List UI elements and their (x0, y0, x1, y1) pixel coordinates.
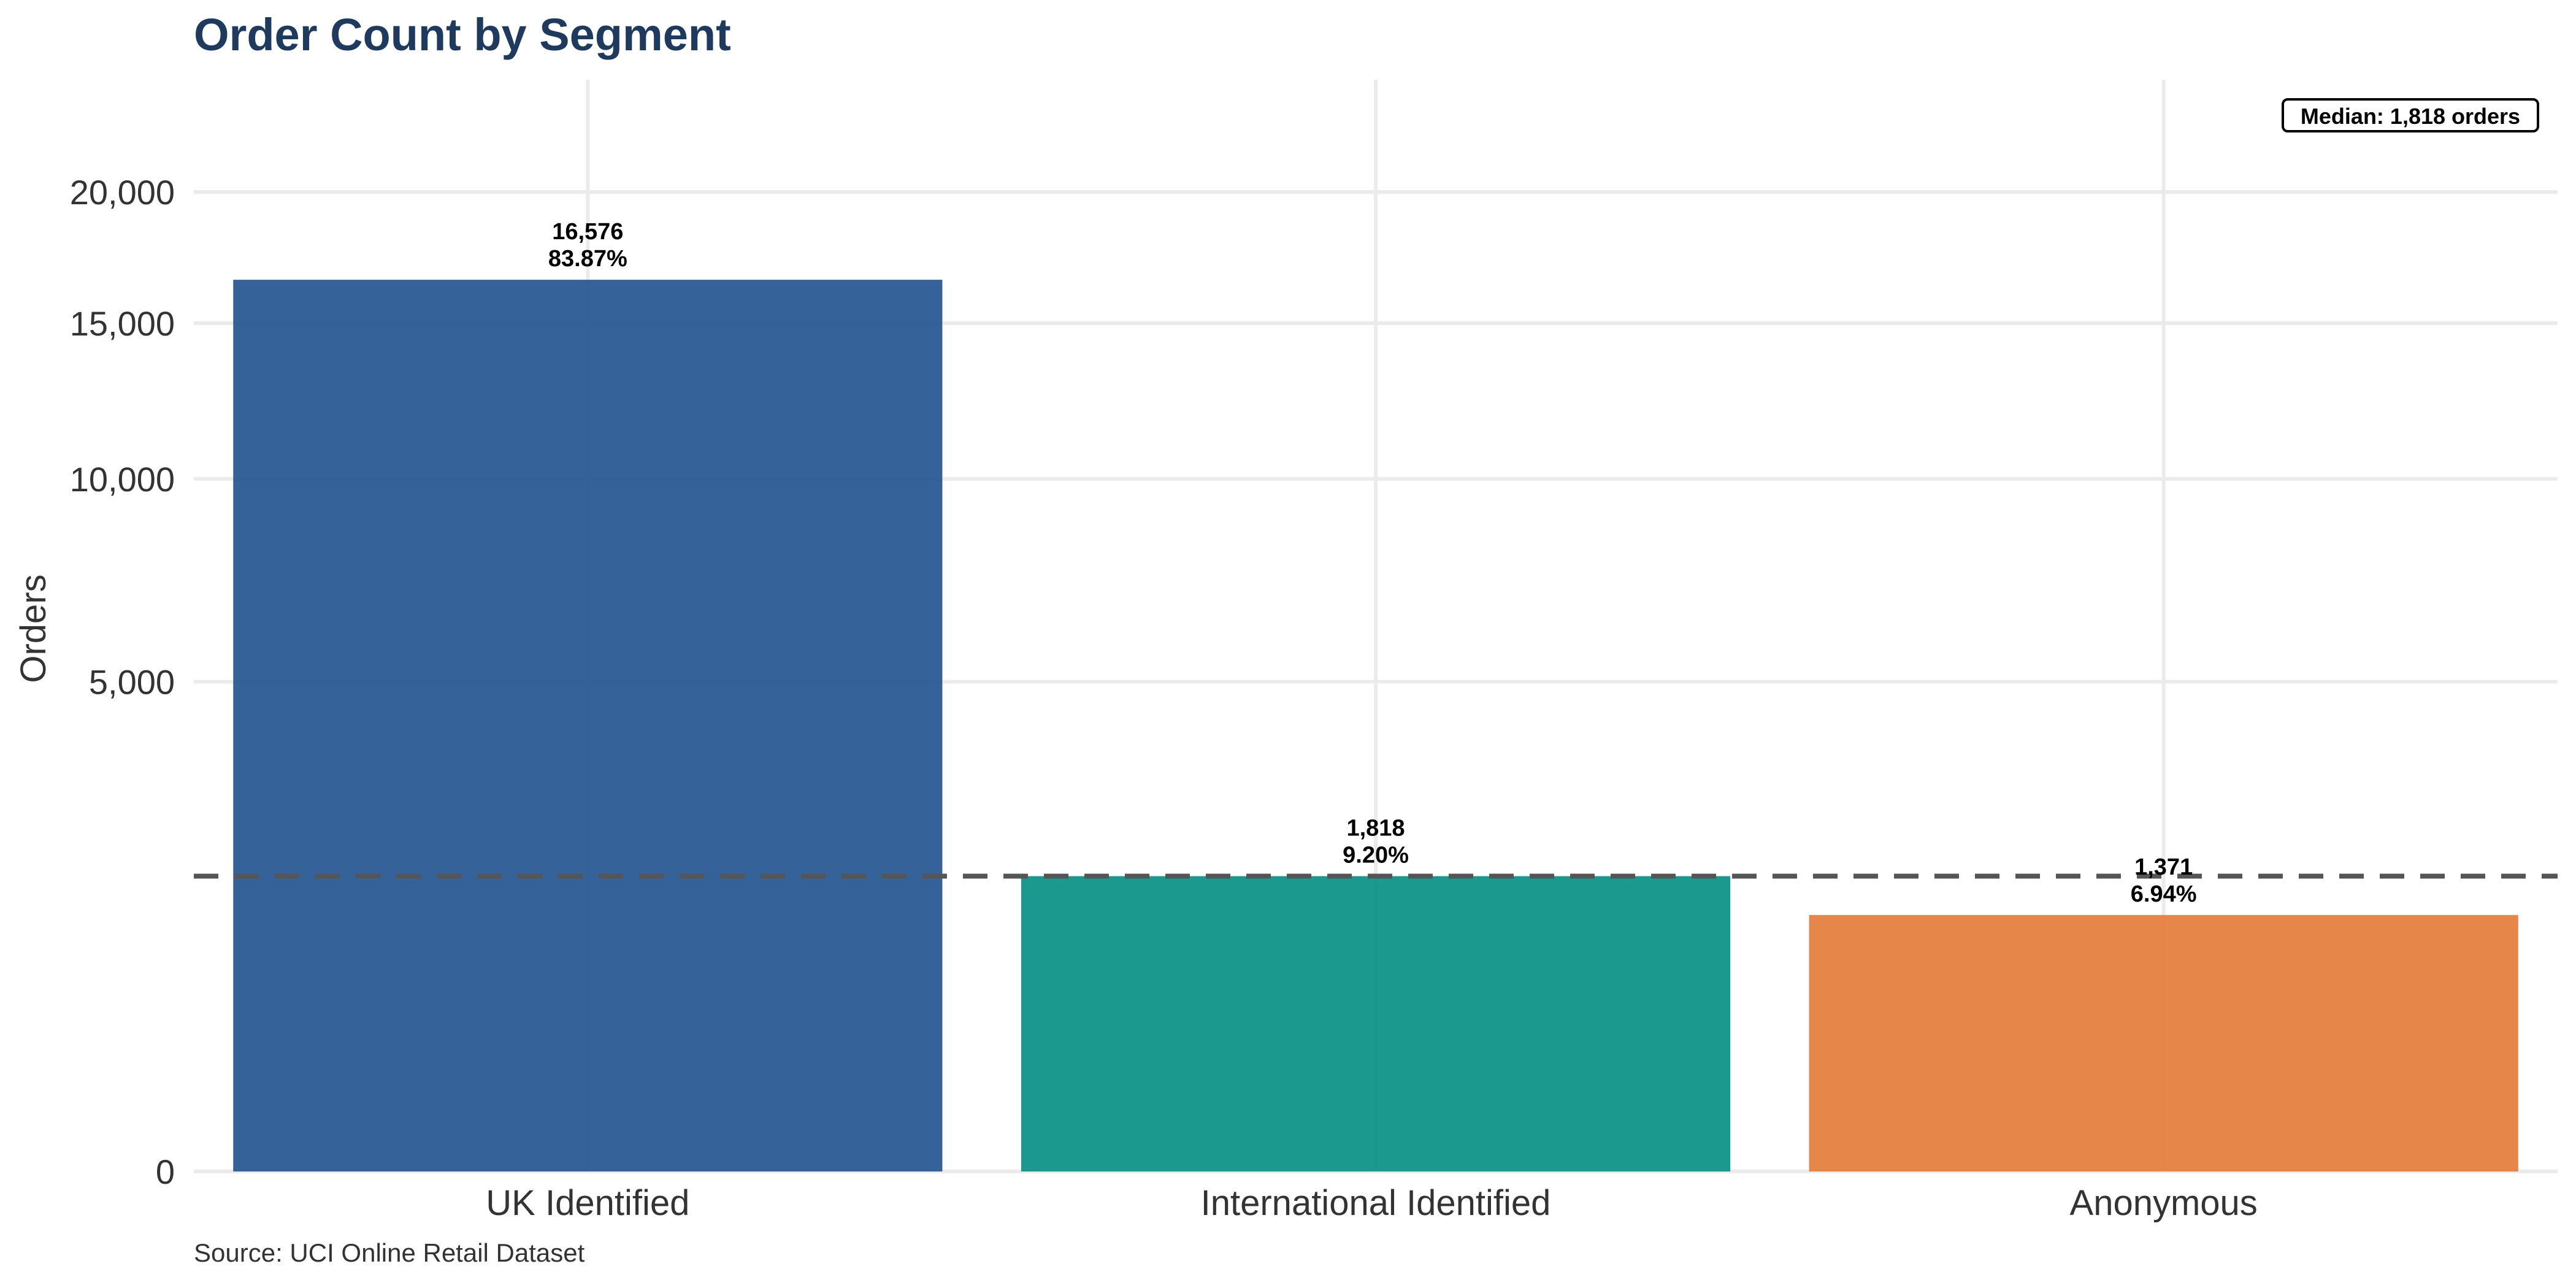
bar-anonymous (1809, 914, 2518, 1171)
y-tick-label: 10,000 (70, 460, 175, 499)
bar-uk-identified (233, 280, 943, 1171)
bar-value-label: 1,371 (2134, 854, 2193, 880)
bar-value-label: 16,576 (552, 219, 623, 245)
bars (233, 280, 2518, 1171)
y-tick-label: 15,000 (70, 304, 175, 343)
y-axis-ticks: 0 5,000 10,000 15,000 20,000 (70, 173, 175, 1191)
y-tick-label: 5,000 (89, 663, 175, 702)
x-tick-label: International Identified (1201, 1183, 1551, 1223)
y-tick-label: 20,000 (70, 173, 175, 212)
median-annotation-box (2282, 98, 2539, 132)
bar-value-label: 1,818 (1346, 816, 1405, 841)
chart-title: Order Count by Segment (194, 9, 731, 60)
median-annotation-text: Median: 1,818 orders (2301, 104, 2520, 129)
bar-international-identified (1021, 876, 1731, 1171)
y-axis-label: Orders (13, 574, 53, 683)
bar-percent-label: 6.94% (2131, 881, 2197, 907)
bar-percent-label: 9.20% (1343, 843, 1409, 868)
x-tick-label: Anonymous (2070, 1183, 2258, 1223)
median-annotation: Median: 1,818 orders (2282, 98, 2539, 132)
bar-percent-label: 83.87% (548, 246, 627, 272)
source-caption: Source: UCI Online Retail Dataset (194, 1238, 585, 1267)
y-tick-label: 0 (156, 1152, 175, 1191)
x-tick-label: UK Identified (486, 1183, 689, 1223)
x-axis-ticks: UK Identified International Identified Ano… (486, 1183, 2258, 1223)
